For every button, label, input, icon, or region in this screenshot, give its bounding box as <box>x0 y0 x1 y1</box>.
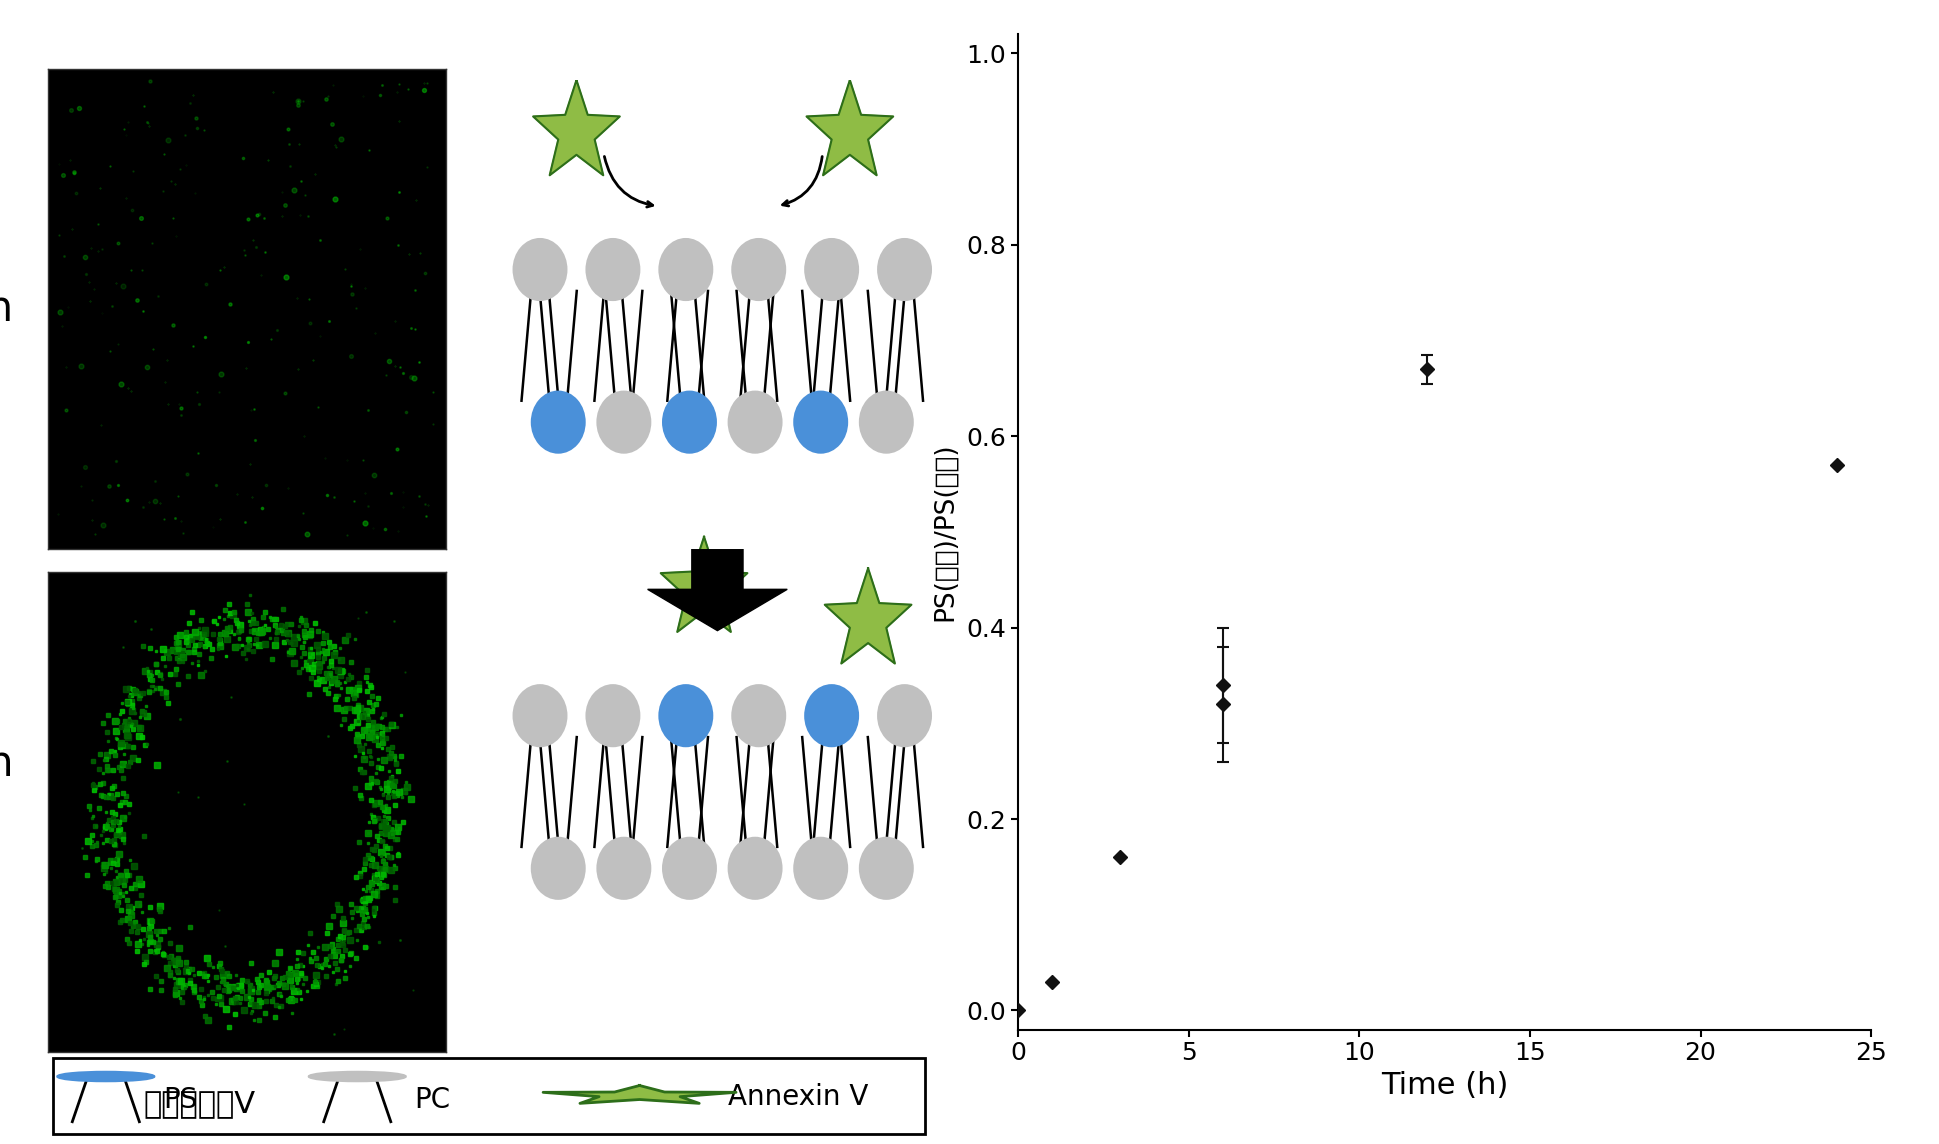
Text: Annexin V: Annexin V <box>727 1083 869 1111</box>
Circle shape <box>597 391 650 453</box>
Circle shape <box>586 685 640 746</box>
Circle shape <box>795 391 847 453</box>
Circle shape <box>663 837 715 899</box>
Polygon shape <box>824 569 911 664</box>
Text: PC: PC <box>415 1086 450 1113</box>
Polygon shape <box>661 537 747 631</box>
FancyArrow shape <box>648 549 787 630</box>
Circle shape <box>733 239 785 300</box>
Polygon shape <box>543 1086 737 1103</box>
Polygon shape <box>533 80 620 175</box>
Circle shape <box>805 239 859 300</box>
Circle shape <box>729 837 781 899</box>
Circle shape <box>597 837 650 899</box>
Circle shape <box>805 685 859 746</box>
Circle shape <box>859 837 913 899</box>
X-axis label: Time (h): Time (h) <box>1381 1071 1509 1101</box>
Circle shape <box>308 1072 405 1081</box>
FancyBboxPatch shape <box>52 1058 925 1134</box>
Text: PS: PS <box>163 1086 198 1113</box>
Circle shape <box>878 685 931 746</box>
Circle shape <box>531 837 586 899</box>
Circle shape <box>58 1072 155 1081</box>
Circle shape <box>659 685 712 746</box>
Y-axis label: PS(外膜)/PS(全体): PS(外膜)/PS(全体) <box>933 443 958 621</box>
Bar <box>306 1104 446 1113</box>
Text: 12 h: 12 h <box>0 744 14 785</box>
Circle shape <box>795 837 847 899</box>
Circle shape <box>659 239 712 300</box>
Text: アネキシンV: アネキシンV <box>143 1089 256 1119</box>
Circle shape <box>859 391 913 453</box>
Polygon shape <box>807 80 894 175</box>
Circle shape <box>729 391 781 453</box>
Circle shape <box>663 391 715 453</box>
Circle shape <box>531 391 586 453</box>
Text: 0 h: 0 h <box>0 288 14 329</box>
Circle shape <box>733 685 785 746</box>
Circle shape <box>586 239 640 300</box>
Circle shape <box>514 685 566 746</box>
Circle shape <box>514 239 566 300</box>
Circle shape <box>878 239 931 300</box>
